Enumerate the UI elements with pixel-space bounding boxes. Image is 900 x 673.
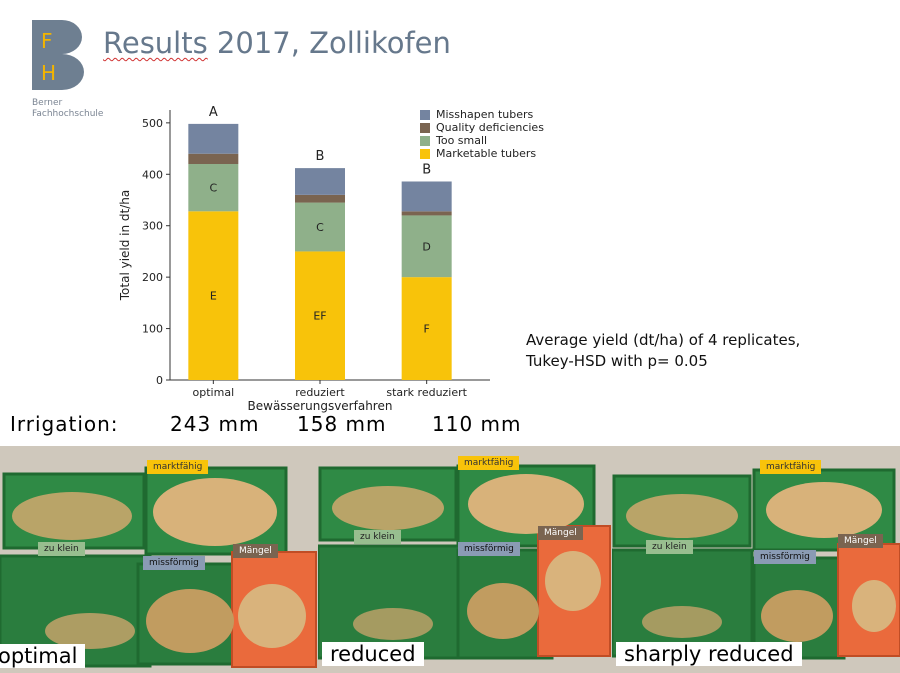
- bar-letter: EF: [313, 310, 326, 323]
- y-tick-label: 400: [142, 168, 163, 181]
- photo-caption-reduced: reduced: [322, 642, 424, 666]
- legend-label: Marketable tubers: [436, 147, 537, 160]
- fh-logo: F H: [32, 20, 84, 90]
- bar-segment: [401, 211, 452, 216]
- logo-letter-h: H: [41, 61, 56, 85]
- irrigation-value-reduced: 158 mm: [297, 412, 387, 436]
- bar-segment: [295, 194, 345, 203]
- stats-note-line2: Tukey-HSD with p= 0.05: [526, 352, 708, 370]
- x-tick-label: stark reduziert: [386, 386, 467, 399]
- legend-item: Misshapen tubers: [420, 108, 544, 121]
- irrigation-value-sharply-reduced: 110 mm: [432, 412, 522, 436]
- bar-segment: [188, 153, 239, 164]
- title-rest: 2017, Zollikofen: [207, 26, 451, 60]
- crate-photo: [318, 446, 612, 673]
- stats-note-line1: Average yield (dt/ha) of 4 replicates,: [526, 331, 801, 349]
- legend-swatch: [420, 109, 430, 120]
- bar-segment: [401, 277, 452, 380]
- yield-chart: 0 100 200 300 400 500 Total yield in dt/ha opti…: [118, 105, 490, 413]
- legend-item: Marketable tubers: [420, 147, 544, 160]
- crate-photo: [612, 446, 900, 673]
- photo-strip: marktfähig zu klein missförmig Mängel op…: [0, 446, 900, 673]
- legend-item: Quality deficiencies: [420, 121, 544, 134]
- tag-marketable: marktfähig: [458, 456, 520, 470]
- y-tick-label: 200: [142, 271, 163, 284]
- bar-top-letter: B: [316, 149, 325, 164]
- legend-item: Too small: [420, 134, 544, 147]
- tag-marketable: marktfähig: [147, 460, 209, 474]
- bar-segment: [188, 211, 239, 380]
- institution-line1: Berner: [32, 98, 63, 108]
- legend-label: Quality deficiencies: [436, 121, 544, 134]
- legend-swatch: [420, 135, 430, 146]
- bar-top-letter: A: [209, 105, 218, 120]
- x-axis-title: Bewässerungsverfahren: [248, 399, 393, 413]
- irrigation-value-optimal: 243 mm: [170, 412, 260, 436]
- legend-swatch: [420, 148, 430, 159]
- legend-label: Misshapen tubers: [436, 108, 534, 121]
- logo-letter-f: F: [41, 29, 53, 53]
- institution-name: Berner Fachhochschule: [32, 98, 103, 120]
- chart-axes: 0 100 200 300 400 500 Total yield in dt/ha opti…: [118, 110, 490, 413]
- bar-segment: [188, 164, 239, 212]
- x-tick-label: reduziert: [295, 386, 345, 399]
- photo-panel-optimal: marktfähig zu klein missförmig Mängel op…: [0, 446, 318, 673]
- photo-panel-reduced: marktfähig zu klein missförmig Mängel re…: [318, 446, 612, 673]
- y-tick-label: 0: [156, 374, 163, 387]
- y-tick-label: 100: [142, 323, 163, 336]
- bar-segment: [295, 168, 345, 195]
- bar-segment: [188, 123, 239, 154]
- institution-line2: Fachhochschule: [32, 109, 104, 119]
- bar-letter: D: [422, 240, 430, 253]
- bar-segment: [401, 181, 452, 212]
- tag-defects: Mängel: [838, 534, 883, 548]
- y-tick-label: 500: [142, 117, 163, 130]
- tag-misshapen: missförmig: [754, 550, 816, 564]
- bar-segment: [295, 202, 345, 252]
- tag-defects: Mängel: [538, 526, 583, 540]
- tag-misshapen: missförmig: [458, 542, 520, 556]
- tag-marketable: marktfähig: [760, 460, 822, 474]
- chart-bars: [188, 123, 452, 380]
- legend-swatch: [420, 122, 430, 133]
- tag-misshapen: missförmig: [143, 556, 205, 570]
- tag-defects: Mängel: [233, 544, 278, 558]
- bar-letter: C: [209, 182, 217, 195]
- bar-letter: F: [424, 323, 430, 336]
- irrigation-label: Irrigation:: [10, 412, 119, 436]
- photo-caption-optimal: optimal: [0, 644, 86, 668]
- photo-panel-sharply-reduced: marktfähig zu klein missförmig Mängel sh…: [612, 446, 900, 673]
- bar-segment: [295, 251, 345, 380]
- page-title: Results 2017, Zollikofen: [103, 26, 451, 60]
- y-tick-label: 300: [142, 220, 163, 233]
- bar-top-letter: B: [422, 162, 431, 177]
- title-word-results: Results: [103, 26, 208, 60]
- y-axis-title: Total yield in dt/ha: [118, 190, 132, 302]
- logo-shape: [32, 20, 84, 90]
- tag-too-small: zu klein: [646, 540, 693, 554]
- chart-labels: E C A EF C B F D B: [209, 105, 431, 336]
- legend-label: Too small: [436, 134, 488, 147]
- chart-legend: Misshapen tubers Quality deficiencies Too …: [420, 108, 544, 160]
- bar-segment: [401, 215, 452, 278]
- tag-too-small: zu klein: [354, 530, 401, 544]
- photo-caption-sharply-reduced: sharply reduced: [616, 642, 802, 666]
- bar-letter: C: [316, 221, 324, 234]
- stats-note: Average yield (dt/ha) of 4 replicates, T…: [526, 330, 800, 372]
- x-tick-label: optimal: [193, 386, 235, 399]
- tag-too-small: zu klein: [38, 542, 85, 556]
- bar-letter: E: [210, 290, 217, 303]
